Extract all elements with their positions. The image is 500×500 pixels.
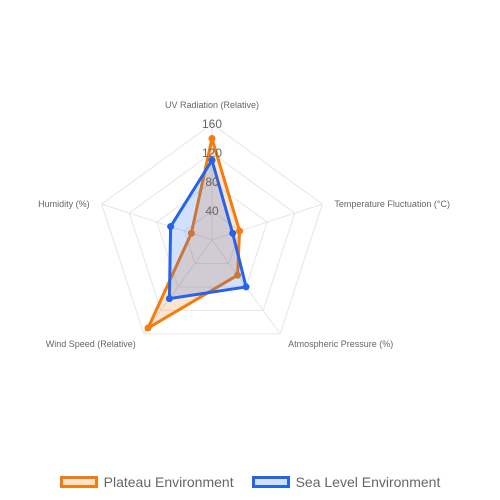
legend-item-plateau[interactable]: Plateau Environment [59, 474, 234, 490]
grid-ring-160 [101, 123, 323, 335]
tick-label-160: 160 [202, 117, 222, 131]
series-0-point-1 [236, 227, 244, 235]
tick-label-120: 120 [202, 146, 222, 160]
legend-label-sea-level: Sea Level Environment [295, 474, 441, 490]
tick-label-80: 80 [205, 175, 219, 189]
series-0-point-2 [234, 271, 242, 279]
legend-swatch-sea-level [251, 476, 290, 488]
series-0-point-3 [144, 324, 152, 332]
legend-swatch-plateau [59, 476, 98, 488]
series-0-point-4 [187, 229, 195, 237]
series-1-point-0 [208, 156, 216, 164]
grid-ring-40 [183, 210, 241, 264]
series-0-point-0 [208, 135, 216, 142]
radar-axis-labels: UV Radiation (Relative) Temperature Fluct… [38, 100, 450, 349]
series-area-1 [167, 156, 248, 301]
legend-item-sea-level[interactable]: Sea Level Environment [251, 474, 441, 490]
axis-label-4: Humidity (%) [38, 199, 90, 209]
radar-series [144, 135, 250, 332]
series-1-point-2 [242, 283, 250, 291]
grid-ring-120 [128, 152, 296, 311]
grid-ring-80 [156, 181, 268, 288]
axis-label-2: Atmospheric Pressure (%) [288, 339, 393, 349]
series-1-point-1 [229, 229, 237, 237]
axis-label-1: Temperature Fluctuation (°C) [334, 199, 450, 209]
axis-label-3: Wind Speed (Relative) [46, 339, 136, 349]
legend-label-plateau: Plateau Environment [103, 474, 234, 490]
series-1-point-3 [165, 295, 173, 303]
series-1-point-4 [167, 223, 175, 231]
axis-label-0: UV Radiation (Relative) [165, 100, 259, 110]
tick-label-40: 40 [205, 204, 219, 218]
legend: Plateau Environment Sea Level Environmen… [0, 470, 500, 494]
grid-spoke-3 [143, 239, 213, 335]
radar-ticks: 40 80 120 160 [202, 117, 222, 218]
